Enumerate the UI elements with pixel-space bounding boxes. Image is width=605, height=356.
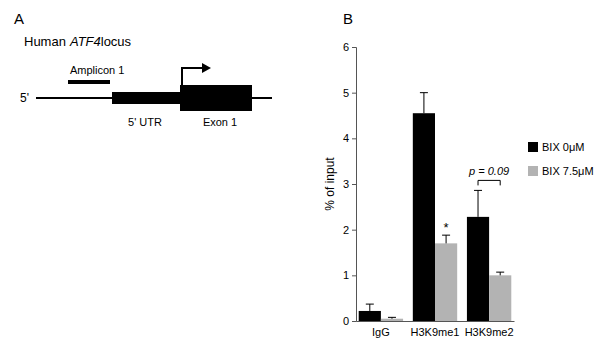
x-tick: H3K9me2 (465, 321, 514, 338)
error-bar-cap (420, 92, 428, 93)
error-bar-stem (369, 304, 370, 311)
error-bar (388, 317, 396, 318)
panel-a: AHumanATF4locus 5' Amplicon 1 5' UTR Exon 1 (14, 10, 272, 128)
x-tick-label: H3K9me2 (465, 326, 514, 338)
x-axis-line (357, 321, 515, 322)
error-bar (420, 93, 428, 114)
x-tick-label: IgG (372, 326, 390, 338)
legend-label: BIX 7.5μM (542, 165, 594, 177)
error-bar (496, 272, 504, 275)
x-tick: IgG (372, 321, 390, 338)
y-tick-mark (352, 47, 356, 48)
error-bar (474, 190, 482, 216)
legend-label: BIX 0μM (542, 141, 584, 153)
p-value: p = 0.09 (468, 165, 509, 177)
y-axis-line (352, 48, 357, 322)
exon-label: Exon 1 (203, 116, 237, 128)
y-tick-label: 2 (343, 224, 349, 236)
panel-label: A (14, 10, 24, 27)
amplicon-label: Amplicon 1 (70, 64, 124, 76)
five-prime: 5' (20, 91, 29, 105)
error-bar-stem (423, 93, 424, 114)
figure: AHumanATF4locus 5' Amplicon 1 5' UTR Exon 1 B… (0, 0, 605, 356)
y-tick: 3 (343, 178, 356, 190)
y-tick-label: 5 (343, 87, 349, 99)
bar (381, 319, 403, 321)
legend-item: BIX 7.5μM (528, 165, 594, 177)
error-bar-stem (478, 190, 479, 216)
legend-item: BIX 0μM (528, 141, 584, 153)
bar (435, 243, 457, 321)
title-suffix: locus (101, 34, 132, 49)
error-bar (442, 235, 450, 243)
y-tick: 5 (343, 87, 356, 99)
utr-label: 5' UTR (128, 116, 162, 128)
tss-arrow (182, 68, 204, 85)
legend: BIX 0μM BIX 7.5μM (528, 141, 594, 177)
y-tick-label: 4 (343, 132, 349, 144)
y-axis-title: % of input (323, 157, 337, 211)
title-gene: ATF4 (69, 34, 101, 49)
error-bar-stem (446, 235, 447, 243)
error-bar-cap (366, 304, 374, 305)
plot-marks (359, 93, 512, 321)
y-tick-mark (352, 184, 356, 185)
significance-bracket (478, 180, 500, 185)
panel-label: B (343, 10, 353, 27)
y-tick-mark (352, 321, 356, 322)
significance-star: * (444, 220, 449, 235)
y-tick: 0 (343, 315, 356, 327)
y-tick: 2 (343, 224, 356, 236)
title-species: Human (24, 34, 66, 49)
exon-box (180, 85, 252, 111)
y-tick-mark (352, 138, 356, 139)
locus-title: HumanATF4locus (24, 34, 132, 49)
error-bar-cap (388, 317, 396, 318)
y-tick: 6 (343, 41, 356, 53)
y-tick-mark (352, 275, 356, 276)
y-tick: 4 (343, 132, 356, 144)
y-tick-label: 6 (343, 41, 349, 53)
y-tick-label: 3 (343, 178, 349, 190)
y-tick-label: 1 (343, 269, 349, 281)
bar (413, 113, 435, 321)
y-tick-mark (352, 230, 356, 231)
bar (359, 311, 381, 321)
error-bar-cap (496, 272, 504, 273)
y-tick-label: 0 (343, 315, 349, 327)
legend-swatch (528, 166, 538, 176)
x-tick: H3K9me1 (411, 321, 460, 338)
x-tick-label: H3K9me1 (411, 326, 460, 338)
bar (489, 275, 511, 321)
y-axis: 0 1 2 3 4 5 6 (343, 41, 357, 327)
y-tick: 1 (343, 269, 356, 281)
utr-box (112, 92, 182, 104)
error-bar (366, 304, 374, 311)
tss-arrowhead (202, 63, 211, 73)
error-bar-cap (474, 190, 482, 191)
x-axis: IgG H3K9me1 H3K9me2 (357, 321, 515, 338)
y-tick-mark (352, 93, 356, 94)
bar (467, 217, 489, 321)
amplicon-bar (68, 80, 110, 84)
panel-b: B 0 1 2 3 4 5 6 IgG H3K9me1 H3K9me2 % of input * p = … (323, 10, 594, 338)
legend-swatch (528, 142, 538, 152)
